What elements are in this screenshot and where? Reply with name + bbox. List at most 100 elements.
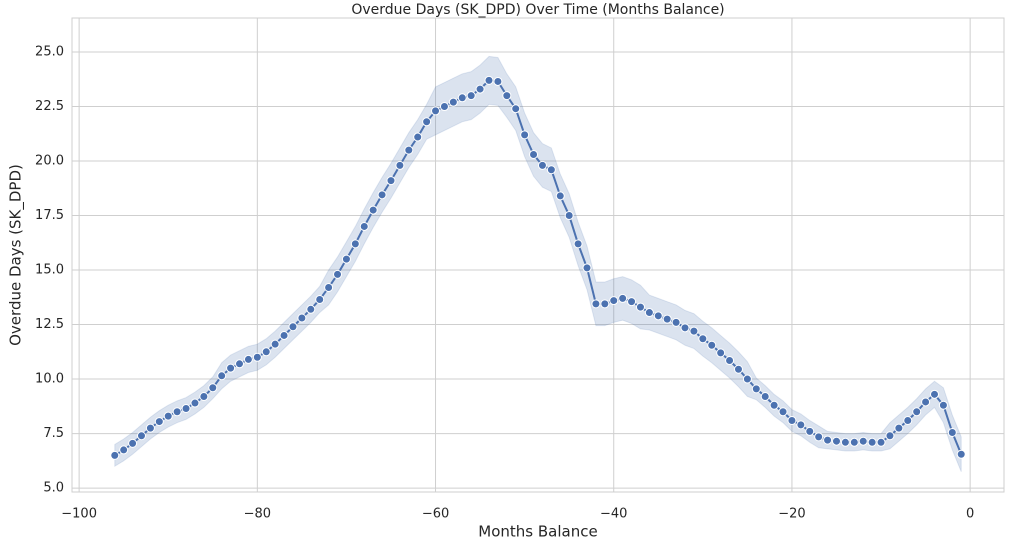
x-axis-title: Months Balance [478,523,597,541]
y-axis-title: Overdue Days (SK_DPD) [7,164,26,346]
marker [912,407,922,417]
marker [404,145,414,155]
x-tick-label: −60 [422,507,449,522]
marker [930,389,940,399]
marker [725,356,735,366]
marker [199,392,209,402]
marker [493,76,503,86]
marker [306,304,316,314]
y-tick-label: 12.5 [35,317,64,332]
y-tick-label: 25.0 [35,45,64,60]
marker [520,130,530,140]
plot-frame [71,17,1005,493]
marker [413,132,423,142]
marker [698,334,708,344]
x-tick-label: −80 [244,507,271,522]
marker [644,308,654,318]
marker [270,339,280,349]
marker [671,317,681,327]
marker [529,149,539,159]
marker [653,311,663,321]
y-tick-label: 20.0 [35,154,64,169]
marker [546,165,556,175]
marker [333,269,343,279]
marker [707,340,717,350]
marker [938,400,948,410]
line [114,79,963,457]
y-tick-label: 17.5 [35,208,64,223]
marker [511,104,521,114]
marker [662,314,672,324]
marker [894,423,904,433]
marker [573,239,583,249]
marker [840,437,850,447]
marker [163,411,173,421]
marker [154,417,164,427]
marker [288,322,298,332]
marker [431,106,441,116]
marker [814,432,824,442]
marker [805,426,815,436]
marker [627,297,637,307]
marker [600,299,610,309]
marker [591,299,601,309]
marker [956,449,966,459]
marker [635,302,645,312]
marker [315,294,325,304]
marker [903,415,913,425]
marker [582,263,592,273]
marker [395,160,405,170]
marker [564,211,574,221]
marker [324,282,334,292]
y-tick-label: 5.0 [43,481,64,496]
marker [110,450,120,460]
marker [716,348,726,358]
marker [350,239,360,249]
marker [502,91,512,101]
marker [208,383,218,393]
marker [422,117,432,127]
marker [849,437,859,447]
marker [885,431,895,441]
marker [618,293,628,303]
chart-title: Overdue Days (SK_DPD) Over Time (Months … [351,2,724,18]
marker [386,176,396,186]
marker [181,403,191,413]
y-tick-label: 7.5 [43,426,64,441]
marker [377,190,387,200]
marker [145,423,155,433]
x-tick-label: 0 [966,507,974,522]
x-tick-label: −100 [61,507,97,522]
marker [136,431,146,441]
x-tick-label: −40 [600,507,627,522]
marker [128,438,138,448]
marker [341,254,351,264]
marker [261,347,271,357]
marker [172,407,182,417]
marker [226,363,236,373]
marker [279,330,289,340]
marker [217,371,227,381]
y-tick-label: 15.0 [35,263,64,278]
marker [751,384,761,394]
marker [119,445,129,455]
marker [457,93,467,103]
marker [297,313,307,323]
marker [921,397,931,407]
marker [243,354,253,364]
marker [359,221,369,231]
marker [252,352,262,362]
marker [609,296,619,306]
marker [537,160,547,170]
marker [484,75,494,85]
marker [742,374,752,384]
y-tick-label: 22.5 [35,99,64,114]
marker [796,420,806,430]
marker [555,191,565,201]
marker [680,323,690,333]
x-tick-label: −20 [778,507,805,522]
marker [466,91,476,101]
marker [787,415,797,425]
marker [448,97,458,107]
